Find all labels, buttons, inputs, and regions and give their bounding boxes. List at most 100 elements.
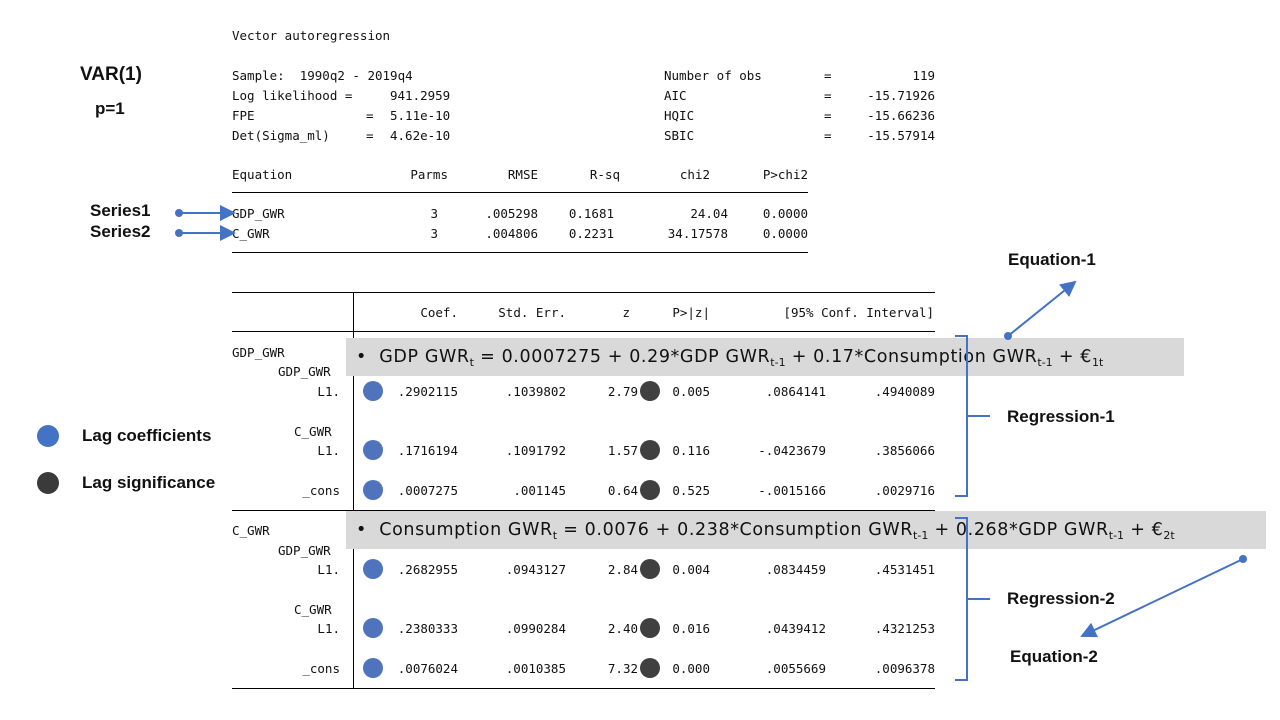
fpe-label: FPE <box>232 108 255 123</box>
ci-upper: .3856066 <box>874 443 935 458</box>
hqic-label: HQIC <box>664 108 695 123</box>
summary-rule-top <box>232 192 808 193</box>
equation-1-text: • GDP GWRt = 0.0007275 + 0.29*GDP GWRt-1… <box>356 347 1104 369</box>
lag-coefficient-dot <box>363 658 383 678</box>
coef-header-z: z <box>622 305 630 320</box>
sbic-label: SBIC <box>664 128 695 143</box>
coef-value: .2380333 <box>397 621 458 636</box>
lag-coefficient-dot <box>363 618 383 638</box>
coef-header-coef: Coef. <box>420 305 458 320</box>
summary-eq-gdp: GDP_GWR <box>232 206 285 221</box>
summary-cell: 3 <box>430 206 438 221</box>
lag-significance-dot <box>640 559 660 579</box>
lag-significance-dot <box>640 440 660 460</box>
output-title: Vector autoregression <box>232 28 391 43</box>
coef-rule-top <box>232 292 935 293</box>
ci-lower: -.0423679 <box>758 443 826 458</box>
legend-lag-significance: Lag significance <box>82 473 216 492</box>
lag-coefficient-dot <box>363 559 383 579</box>
summary-cell: .005298 <box>485 206 538 221</box>
coef-eq2-name: C_GWR <box>232 523 270 538</box>
coef-cons-label: _cons <box>302 483 340 498</box>
coef-var-c: C_GWR <box>294 602 332 617</box>
regression-2-bracket <box>955 517 968 681</box>
p-value: 0.016 <box>672 621 710 636</box>
summary-rule-bottom <box>232 252 808 253</box>
nobs-value: 119 <box>912 68 935 83</box>
coef-lag-label: L1. <box>317 384 340 399</box>
summary-header-rsq: R-sq <box>589 167 620 182</box>
fpe-equals: = <box>366 108 374 123</box>
aic-equals: = <box>824 88 832 103</box>
coef-rule-header <box>232 331 935 332</box>
equation-2-label: Equation-2 <box>1010 647 1098 666</box>
summary-header-equation: Equation <box>232 167 293 182</box>
det-sigma-value: 4.62e-10 <box>390 128 451 143</box>
coef-column-divider <box>353 292 354 688</box>
coef-eq1-name: GDP_GWR <box>232 345 285 360</box>
equation-2-text: • Consumption GWRt = 0.0076 + 0.238*Cons… <box>356 520 1175 542</box>
equation-1-arrow <box>1007 280 1077 337</box>
summary-eq-c: C_GWR <box>232 226 270 241</box>
stderr-value: .0010385 <box>505 661 566 676</box>
p-value: 0.005 <box>672 384 710 399</box>
coef-header-ci: [95% Conf. Interval] <box>783 305 934 320</box>
coef-var-gdp: GDP_GWR <box>278 543 331 558</box>
ci-lower: .0439412 <box>765 621 826 636</box>
coef-header-pz: P>|z| <box>672 305 710 320</box>
ci-upper: .4531451 <box>874 562 935 577</box>
summary-cell: 3 <box>430 226 438 241</box>
ci-lower: -.0015166 <box>758 483 826 498</box>
sbic-equals: = <box>824 128 832 143</box>
coef-lag-label: L1. <box>317 621 340 636</box>
ci-lower: .0055669 <box>765 661 826 676</box>
sbic-value: -15.57914 <box>867 128 935 143</box>
coef-rule-mid <box>232 510 935 511</box>
coef-value: .1716194 <box>397 443 458 458</box>
aic-value: -15.71926 <box>867 88 935 103</box>
equation-2-arrow <box>1080 558 1244 638</box>
ci-upper: .4321253 <box>874 621 935 636</box>
sample-range: Sample: 1990q2 - 2019q4 <box>232 68 413 83</box>
summary-cell: 0.2231 <box>568 226 614 241</box>
nobs-equals: = <box>824 68 832 83</box>
summary-cell: 24.04 <box>690 206 728 221</box>
lag-significance-dot <box>640 480 660 500</box>
hqic-equals: = <box>824 108 832 123</box>
series2-label: Series2 <box>90 222 151 241</box>
ci-upper: .4940089 <box>874 384 935 399</box>
z-value: 7.32 <box>607 661 638 676</box>
lag-order-label: p=1 <box>95 99 125 118</box>
summary-cell: .004806 <box>485 226 538 241</box>
ci-lower: .0864141 <box>765 384 826 399</box>
coef-value: .0076024 <box>397 661 458 676</box>
z-value: 2.84 <box>607 562 638 577</box>
summary-cell: 34.17578 <box>667 226 728 241</box>
legend-lag-coefficients: Lag coefficients <box>82 426 212 445</box>
equation-1-band <box>346 338 1184 376</box>
lag-significance-dot <box>640 381 660 401</box>
log-likelihood-label: Log likelihood = <box>232 88 353 103</box>
lag-coefficient-dot <box>363 480 383 500</box>
nobs-label: Number of obs <box>664 68 762 83</box>
regression-2-label: Regression-2 <box>1007 589 1115 608</box>
series1-label: Series1 <box>90 201 151 220</box>
coef-value: .2682955 <box>397 562 458 577</box>
lag-significance-dot <box>640 618 660 638</box>
z-value: 0.64 <box>607 483 638 498</box>
log-likelihood-value: 941.2959 <box>390 88 451 103</box>
coef-lag-label: L1. <box>317 562 340 577</box>
p-value: 0.000 <box>672 661 710 676</box>
summary-header-rmse: RMSE <box>507 167 538 182</box>
p-value: 0.525 <box>672 483 710 498</box>
stderr-value: .1039802 <box>505 384 566 399</box>
summary-header-chi2: chi2 <box>679 167 710 182</box>
summary-cell: 0.0000 <box>762 206 808 221</box>
coef-var-gdp: GDP_GWR <box>278 364 331 379</box>
coef-lag-label: L1. <box>317 443 340 458</box>
equation-2-band <box>346 511 1266 549</box>
regression-1-bracket <box>955 335 968 497</box>
aic-label: AIC <box>664 88 687 103</box>
summary-header-pchi2: P>chi2 <box>762 167 808 182</box>
